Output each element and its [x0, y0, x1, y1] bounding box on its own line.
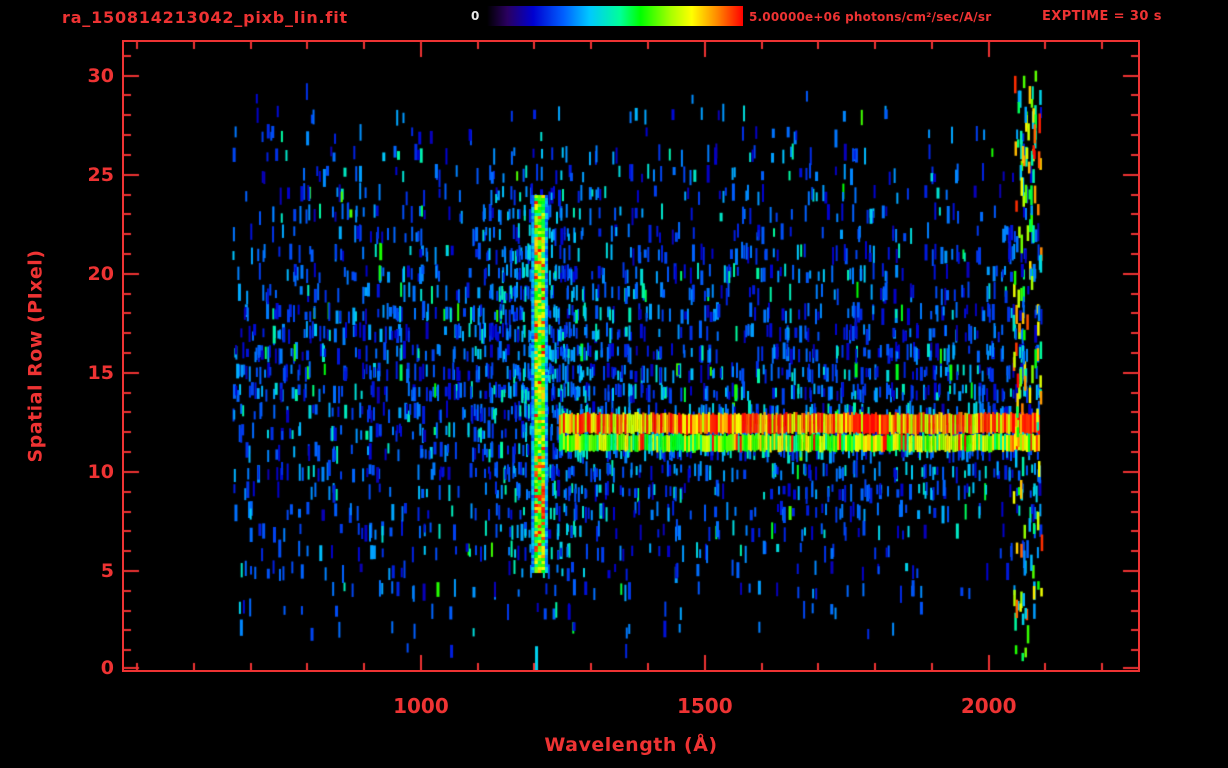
- plot-frame: [122, 40, 1140, 672]
- file-title: ra_150814213042_pixb_lin.fit: [62, 8, 348, 27]
- y-axis-title-text: Spatial Row (PIxel): [25, 249, 47, 463]
- colorbar-max-label: 5.00000e+06 photons/cm²/sec/A/sr: [749, 10, 992, 24]
- y-tick-label: 20: [87, 262, 114, 285]
- x-tick-label: 2000: [960, 694, 1017, 718]
- x-tick-label: 1000: [393, 694, 449, 718]
- y-tick-label: 15: [87, 361, 114, 384]
- colorbar-min-label: 0: [471, 9, 480, 23]
- y-tick-label: 0: [100, 657, 114, 679]
- y-tick-label: 10: [87, 460, 114, 483]
- x-axis-title: Wavelength (Å): [544, 734, 718, 756]
- y-axis-title: Spatial Row (PIxel): [14, 40, 58, 672]
- x-tick-label: 1500: [676, 694, 733, 718]
- exptime-label: EXPTIME = 30 s: [1042, 9, 1162, 24]
- y-tick-label: 30: [87, 64, 114, 87]
- colorbar: [487, 6, 743, 26]
- y-tick-label: 25: [87, 163, 114, 186]
- y-tick-label: 5: [100, 559, 114, 582]
- spectrum-heatmap-canvas: [124, 42, 1138, 670]
